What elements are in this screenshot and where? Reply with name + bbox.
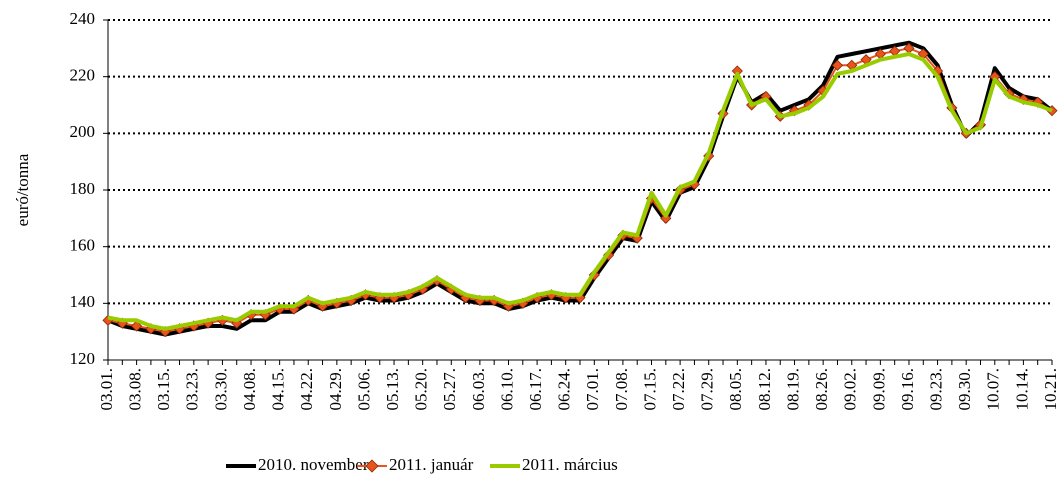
x-tick-label: 06.03. xyxy=(469,368,488,411)
y-tick-label: 140 xyxy=(70,292,96,311)
x-tick-label: 10.07. xyxy=(984,368,1003,411)
x-tick-label: 08.12. xyxy=(755,368,774,411)
x-tick-label: 09.30. xyxy=(955,368,974,411)
y-tick-label: 240 xyxy=(70,9,96,28)
x-tick-label: 10.14. xyxy=(1012,368,1031,411)
y-tick-label: 120 xyxy=(70,349,96,368)
series-marker xyxy=(660,212,672,224)
legend-label: 2011. március xyxy=(522,455,618,474)
x-tick-label: 05.13. xyxy=(383,368,402,411)
x-tick-label: 09.23. xyxy=(926,368,945,411)
x-tick-label: 04.29. xyxy=(326,368,345,411)
x-tick-label: 06.10. xyxy=(497,368,516,411)
y-tick-label: 160 xyxy=(70,236,96,255)
x-tick-label: 09.09. xyxy=(869,368,888,411)
x-tick-label: 07.08. xyxy=(612,368,631,411)
legend-label: 2010. november xyxy=(258,455,369,474)
x-tick-label: 10.21. xyxy=(1041,368,1060,411)
legend-marker xyxy=(365,459,379,473)
y-axis-label: euró/tonna xyxy=(13,153,32,226)
x-tick-label: 06.24. xyxy=(555,368,574,411)
x-tick-label: 08.19. xyxy=(783,368,802,411)
x-tick-label: 07.15. xyxy=(640,368,659,411)
x-tick-label: 04.22. xyxy=(297,368,316,411)
series-line xyxy=(107,40,1054,337)
x-tick-label: 05.20. xyxy=(412,368,431,411)
y-tick-label: 180 xyxy=(70,179,96,198)
x-tick-label: 07.29. xyxy=(698,368,717,411)
series-line xyxy=(107,52,1053,331)
x-tick-label: 03.30. xyxy=(211,368,230,411)
x-tick-label: 03.01. xyxy=(97,368,116,411)
x-tick-label: 03.23. xyxy=(183,368,202,411)
y-tick-label: 220 xyxy=(70,66,96,85)
legend-label: 2011. január xyxy=(389,455,474,474)
series-marker xyxy=(131,320,143,332)
x-tick-label: 07.22. xyxy=(669,368,688,411)
x-tick-label: 07.01. xyxy=(583,368,602,411)
x-tick-label: 03.08. xyxy=(126,368,145,411)
x-tick-label: 08.05. xyxy=(726,368,745,411)
x-tick-label: 09.16. xyxy=(898,368,917,411)
x-tick-label: 09.02. xyxy=(841,368,860,411)
x-tick-label: 05.06. xyxy=(354,368,373,411)
x-tick-label: 05.27. xyxy=(440,368,459,411)
series-marker xyxy=(831,59,844,71)
y-tick-label: 200 xyxy=(70,122,96,141)
x-tick-label: 06.17. xyxy=(526,368,545,411)
x-tick-label: 04.08. xyxy=(240,368,259,411)
x-tick-label: 04.15. xyxy=(269,368,288,411)
x-tick-label: 03.15. xyxy=(154,368,173,411)
x-tick-label: 08.26. xyxy=(812,368,831,411)
